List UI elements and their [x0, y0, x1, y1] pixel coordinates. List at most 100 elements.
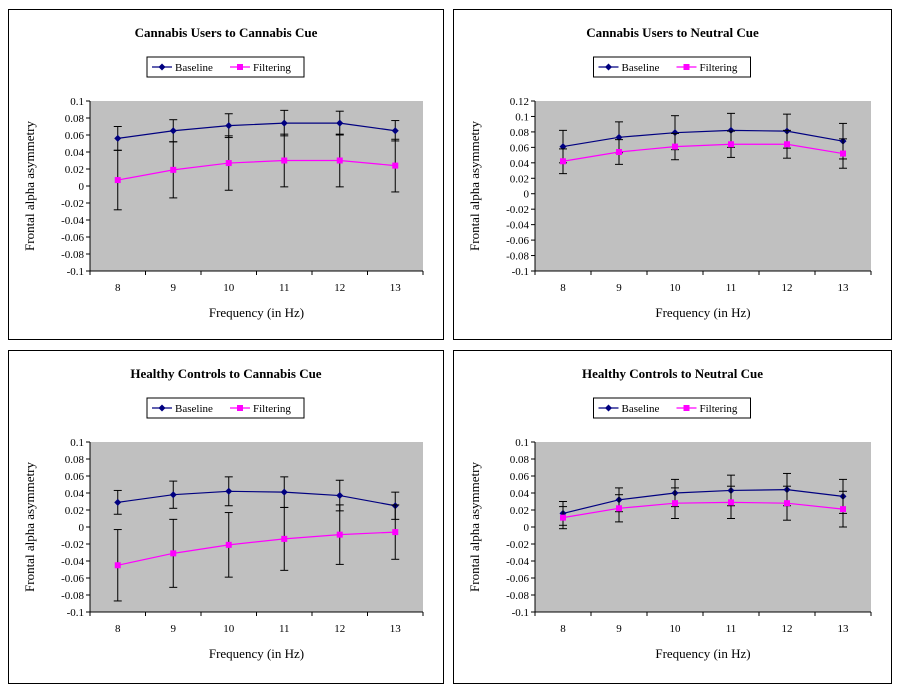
- chart-svg: Cannabis Users to Neutral Cue Baseline Fil…: [467, 25, 872, 320]
- y-tick-label: 0.06: [510, 471, 530, 483]
- legend-label-baseline: Baseline: [175, 62, 213, 74]
- point-baseline: [391, 127, 399, 135]
- legend-label-filtering: Filtering: [253, 403, 291, 415]
- point-filtering: [784, 141, 790, 148]
- point-baseline: [169, 127, 177, 135]
- chart-legend: Baseline Filtering: [593, 56, 751, 78]
- legend-label-filtering: Filtering: [253, 62, 291, 74]
- x-tick-label: 8: [115, 282, 121, 294]
- point-filtering: [840, 506, 846, 513]
- y-tick-label: 0: [524, 189, 530, 201]
- legend-box: [593, 397, 751, 419]
- y-tick-label: -0.04: [61, 215, 84, 227]
- y-tick-label: 0.1: [70, 437, 84, 449]
- chart-panel-cannabis-users-neutral-cue: Cannabis Users to Neutral Cue Baseline Fil…: [453, 9, 892, 340]
- y-tick-label: -0.06: [506, 235, 529, 247]
- chart-svg: Healthy Controls to Cannabis Cue Baseline…: [22, 366, 424, 661]
- x-tick-label: 13: [390, 282, 402, 294]
- y-tick-label: 0.08: [65, 454, 85, 466]
- legend-marker-baseline: [158, 404, 166, 412]
- x-axis-label: Frequency (in Hz): [209, 305, 304, 320]
- y-tick-label: 0.06: [65, 130, 85, 142]
- x-tick-label: 10: [223, 623, 235, 635]
- y-tick-label: -0.02: [61, 539, 84, 551]
- point-filtering: [728, 141, 734, 148]
- x-tick-label: 9: [171, 282, 177, 294]
- x-tick-label: 11: [279, 282, 290, 294]
- point-filtering: [392, 162, 399, 169]
- legend-box: [593, 56, 751, 78]
- x-tick-label: 12: [334, 623, 345, 635]
- legend-box: [146, 397, 305, 419]
- y-tick-label: 0.08: [510, 454, 530, 466]
- legend-label-baseline: Baseline: [175, 403, 213, 415]
- point-baseline: [336, 119, 344, 127]
- y-tick-label: -0.08: [506, 590, 529, 602]
- y-tick-label: 0: [79, 181, 85, 193]
- x-tick-label: 10: [223, 282, 235, 294]
- x-tick-label: 10: [670, 282, 682, 294]
- chart-title: Healthy Controls to Cannabis Cue: [130, 366, 321, 381]
- x-tick-label: 13: [390, 623, 402, 635]
- chart-svg: Healthy Controls to Neutral Cue Baseline F…: [467, 366, 872, 661]
- series-line-filtering: [562, 501, 844, 519]
- x-axis-label: Frequency (in Hz): [209, 646, 304, 661]
- series-line-filtering: [117, 159, 396, 181]
- point-filtering: [336, 157, 343, 164]
- chart-title: Healthy Controls to Neutral Cue: [582, 366, 763, 381]
- chart-legend: Baseline Filtering: [146, 397, 305, 419]
- legend-label-filtering: Filtering: [700, 62, 738, 74]
- y-tick-label: -0.06: [61, 232, 84, 244]
- y-tick-label: -0.1: [67, 266, 84, 278]
- x-tick-label: 9: [171, 623, 177, 635]
- x-tick-label: 8: [560, 282, 566, 294]
- x-tick-label: 12: [782, 282, 793, 294]
- x-tick-label: 11: [726, 623, 737, 635]
- point-filtering: [616, 149, 622, 155]
- y-tick-label: -0.06: [506, 573, 529, 585]
- legend-marker-filtering: [683, 405, 690, 411]
- legend-marker-baseline: [605, 63, 612, 71]
- point-baseline: [280, 119, 288, 127]
- chart-legend: Baseline Filtering: [146, 56, 305, 78]
- point-filtering: [728, 499, 734, 506]
- y-tick-label: 0.06: [65, 471, 85, 483]
- point-baseline: [336, 492, 344, 500]
- y-axis-label: Frontal alpha asymmetry: [22, 121, 37, 251]
- point-baseline: [225, 487, 233, 495]
- x-tick-label: 9: [616, 623, 622, 635]
- x-tick-label: 8: [560, 623, 566, 635]
- chart-title: Cannabis Users to Cannabis Cue: [135, 25, 318, 40]
- x-axis-label: Frequency (in Hz): [655, 646, 750, 661]
- point-filtering: [114, 177, 121, 184]
- point-baseline: [727, 126, 735, 134]
- legend-marker-filtering: [237, 405, 243, 411]
- point-baseline: [169, 491, 177, 499]
- point-baseline: [114, 134, 122, 142]
- point-filtering: [560, 514, 566, 521]
- point-baseline: [671, 129, 679, 137]
- y-tick-label: -0.08: [61, 249, 84, 261]
- chart-title: Cannabis Users to Neutral Cue: [586, 25, 759, 40]
- y-tick-label: -0.02: [61, 198, 84, 210]
- point-filtering: [672, 500, 678, 507]
- series-line-baseline: [117, 122, 396, 139]
- x-tick-label: 8: [115, 623, 121, 635]
- y-tick-label: 0: [79, 522, 85, 534]
- point-baseline: [559, 143, 567, 151]
- point-filtering: [840, 150, 846, 157]
- legend-box: [146, 56, 305, 78]
- y-tick-label: 0: [524, 522, 530, 534]
- y-tick-label: 0.02: [510, 505, 529, 517]
- y-tick-label: 0.02: [510, 173, 529, 185]
- y-axis-label: Frontal alpha asymmetry: [467, 121, 482, 251]
- y-tick-label: 0.04: [65, 147, 85, 159]
- point-filtering: [170, 166, 177, 173]
- point-filtering: [336, 531, 343, 538]
- plot-area: [90, 101, 423, 271]
- series-line-baseline: [117, 490, 396, 507]
- chart-panel-healthy-controls-neutral-cue: Healthy Controls to Neutral Cue Baseline F…: [453, 350, 892, 684]
- point-baseline: [280, 488, 288, 496]
- point-filtering: [672, 143, 678, 150]
- legend-marker-filtering: [683, 64, 690, 70]
